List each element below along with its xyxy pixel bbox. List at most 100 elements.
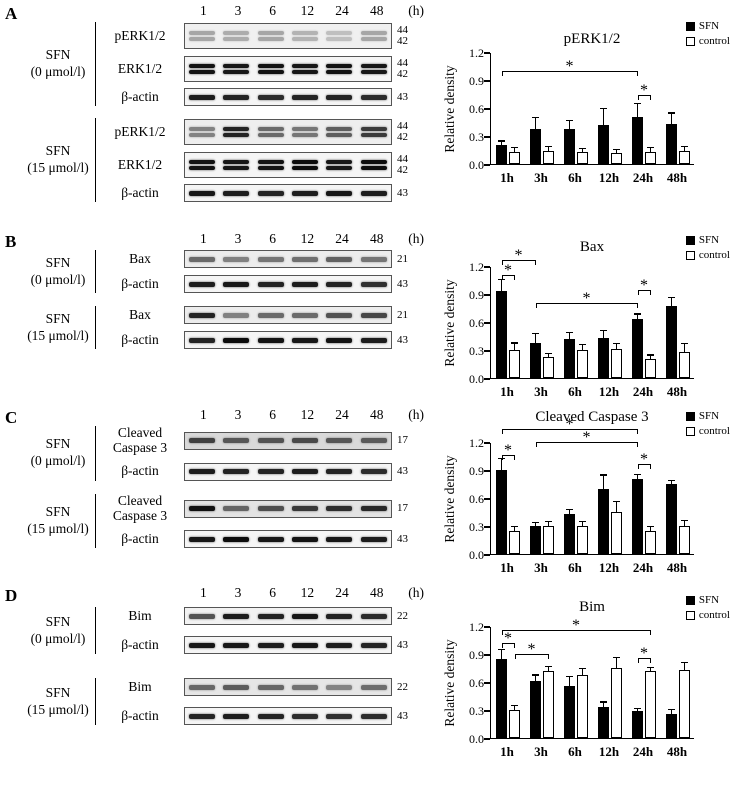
significance-star: * xyxy=(514,247,523,265)
x-tick-label: 48h xyxy=(666,170,688,185)
error-bar xyxy=(568,676,571,686)
treatment-dose: (15 μmol/l) xyxy=(27,160,89,175)
control-bar xyxy=(679,669,690,738)
blot-band xyxy=(292,133,319,137)
significance-star: * xyxy=(640,81,648,99)
protein-label: β-actin xyxy=(121,184,159,200)
x-tick-label: 12h xyxy=(598,170,620,185)
bar-chart-a: pERK1/2 SFN control Relative density * * 0.0 0.… xyxy=(440,19,732,191)
blot-band xyxy=(292,684,319,690)
y-tick-mark xyxy=(483,470,490,472)
kda-labels: 22 xyxy=(397,610,408,622)
blot-band xyxy=(326,642,353,648)
error-bar-cap xyxy=(579,667,586,669)
error-bar xyxy=(602,330,605,338)
blot-lane xyxy=(219,307,253,323)
blot-lane xyxy=(357,637,391,653)
control-bar xyxy=(543,670,554,738)
control-bar xyxy=(509,151,520,164)
bar-chart-d: Bim SFN control Relative density * * * * 0.0 0.3 0… xyxy=(440,593,732,765)
blot-band xyxy=(189,70,216,74)
legend-label: SFN xyxy=(698,410,720,422)
legend-label: control xyxy=(698,424,730,437)
protein-label: β-actin xyxy=(121,88,159,104)
error-bar xyxy=(568,509,571,514)
kda-value: 44 xyxy=(397,153,408,165)
blot-band xyxy=(360,37,387,41)
western-blot-strip xyxy=(184,306,392,324)
blot-band xyxy=(292,94,319,100)
blot-band xyxy=(292,256,319,262)
blot-row: pERK1/2 44 42 xyxy=(96,22,408,50)
blot-lane xyxy=(254,464,288,480)
blot-lane xyxy=(322,153,356,177)
error-bar xyxy=(547,666,550,671)
chart-section: Cleaved Caspase 3 SFN control Relative dens… xyxy=(438,407,734,585)
blot-row: ERK1/2 44 42 xyxy=(96,55,408,83)
protein-label: β-actin xyxy=(121,275,159,291)
error-bar-cap xyxy=(511,342,518,344)
error-bar-cap xyxy=(634,103,641,105)
sfn-bar xyxy=(530,681,541,738)
sfn-bar xyxy=(496,291,507,378)
blot-lane xyxy=(219,24,253,48)
blot-lane xyxy=(288,89,322,105)
error-bar xyxy=(500,279,503,292)
chart-section: Bax SFN control Relative density * * * * 0.0 0.3 0… xyxy=(438,231,734,407)
blot-band xyxy=(292,713,319,719)
treatment-label: SFN (15 μmol/l) xyxy=(24,306,96,349)
significance-star: * xyxy=(640,644,648,662)
error-bar-cap xyxy=(634,473,641,475)
protein-label: β-actin xyxy=(121,463,159,479)
y-tick-mark xyxy=(483,164,490,166)
y-tick-label: 0.6 xyxy=(469,316,484,330)
y-tick-mark xyxy=(483,738,490,740)
blot-lane xyxy=(288,433,322,449)
error-bar xyxy=(683,662,686,670)
kda-labels: 44 42 xyxy=(397,118,408,146)
blot-band xyxy=(257,613,284,619)
kda-labels: 17 xyxy=(397,503,408,514)
significance-star: * xyxy=(640,277,648,295)
treatment-name: SFN xyxy=(45,684,71,700)
error-bar-cap xyxy=(545,665,552,668)
blot-band xyxy=(257,160,284,164)
legend-item: control xyxy=(685,608,730,623)
protein-label: β-actin xyxy=(121,636,159,652)
blot-lane xyxy=(357,679,391,695)
sfn-bar xyxy=(666,484,677,554)
blot-band xyxy=(257,438,284,444)
blot-lane xyxy=(288,679,322,695)
time-point: 3 xyxy=(234,407,242,422)
blot-band xyxy=(292,70,319,74)
error-bar-cap xyxy=(579,147,586,150)
sfn-bar xyxy=(632,710,643,738)
y-tick-label: 0.9 xyxy=(469,648,484,662)
blot-lane xyxy=(185,307,219,323)
blot-band xyxy=(223,713,250,719)
blot-band xyxy=(189,337,216,343)
kda-value: 42 xyxy=(397,68,408,80)
sfn-swatch xyxy=(685,595,695,605)
blot-lane xyxy=(185,433,219,449)
kda-value: 43 xyxy=(397,532,408,545)
blot-rows: Bim 22 β-actin 43 xyxy=(96,678,408,725)
error-bar xyxy=(513,705,516,710)
blot-lane xyxy=(288,307,322,323)
blot-lane xyxy=(185,120,219,144)
sfn-bar xyxy=(564,338,575,378)
sfn-bar xyxy=(564,685,575,738)
error-bar xyxy=(581,668,584,676)
blot-lane xyxy=(185,57,219,81)
western-blot-strip xyxy=(184,275,392,293)
treatment-dose: (15 μmol/l) xyxy=(27,701,89,717)
blot-lane xyxy=(254,708,288,724)
blot-lane xyxy=(219,89,253,105)
kda-value: 43 xyxy=(397,333,408,346)
error-bar xyxy=(602,108,605,125)
chart-legend: SFN control xyxy=(685,233,730,263)
error-bar xyxy=(534,333,537,343)
error-bar-cap xyxy=(566,676,573,678)
panel-b: B 1 3 6 12 24 48 (h) SFN (0 μmol/l) Bax 21 β-actin 43… xyxy=(0,231,734,407)
western-blot-strip xyxy=(184,56,392,82)
